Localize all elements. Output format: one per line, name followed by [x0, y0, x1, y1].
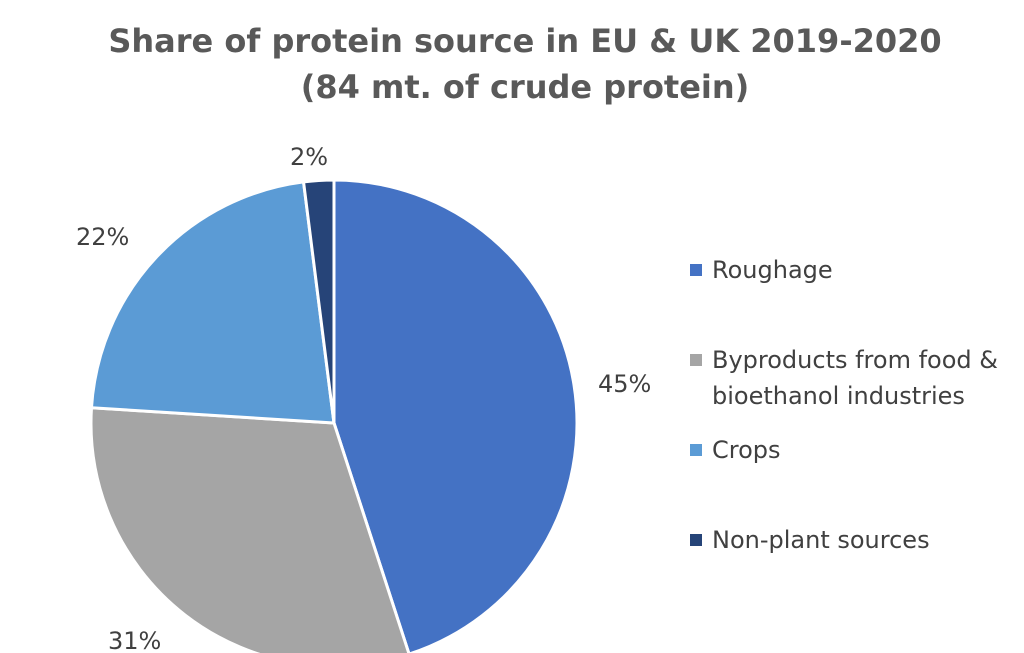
- chart-title: Share of protein source in EU & UK 2019-…: [108, 22, 942, 60]
- chart-title-block: Share of protein source in EU & UK 2019-…: [0, 18, 1024, 110]
- legend-label: Non-plant sources: [712, 526, 930, 554]
- legend-swatch: [690, 534, 702, 546]
- legend-item-2: Byproducts from food & bioethanol indust…: [690, 342, 998, 414]
- legend-label: Roughage: [712, 256, 833, 284]
- data-label-3: 22%: [76, 223, 129, 251]
- pie-slice-non-plant-sources: [302, 178, 336, 425]
- pie-slice-crops: [89, 180, 336, 425]
- data-label-1: 45%: [598, 370, 651, 398]
- legend-item-1: Roughage: [690, 252, 833, 288]
- legend-label: Crops: [712, 436, 781, 464]
- legend-swatch: [690, 354, 702, 366]
- pie-slice-byproducts-from-food-bioethanol-industries: [89, 406, 411, 653]
- legend-label: Byproducts from food & bioethanol indust…: [712, 346, 998, 410]
- legend-item-3: Crops: [690, 432, 781, 468]
- chart-subtitle: (84 mt. of crude protein): [300, 68, 750, 106]
- legend-swatch: [690, 264, 702, 276]
- pie-slices: [89, 178, 579, 653]
- pie-slice-roughage: [332, 178, 579, 653]
- data-label-2: 31%: [108, 627, 161, 653]
- data-label-4: 2%: [290, 143, 328, 171]
- pie-data-labels: 45% 31% 22% 2%: [76, 143, 651, 653]
- legend-swatch: [690, 444, 702, 456]
- legend-item-4: Non-plant sources: [690, 522, 930, 558]
